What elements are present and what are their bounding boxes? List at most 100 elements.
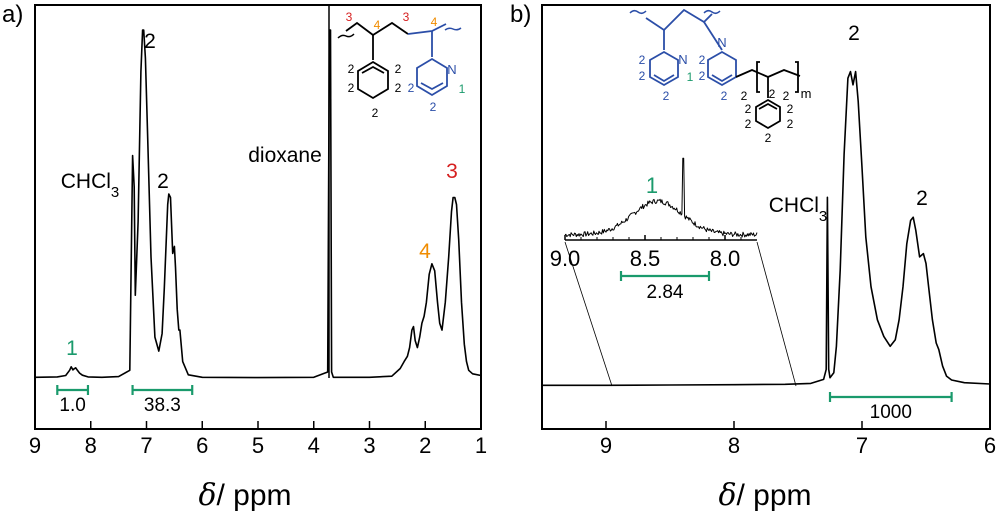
panel-a-frame [34, 4, 482, 430]
x-tick-label: 7 [140, 433, 152, 458]
x-tick-label: 5 [252, 433, 264, 458]
panel-b-structure: 2 2 2 2 2 N 1 N 2 2 2 2 m 2 2 2 2 2 [629, 8, 812, 145]
panel-a-x-axis-label: δ/ ppm [198, 478, 291, 513]
structure-label: 3 [403, 10, 410, 24]
panel-a-label: a) [2, 1, 23, 28]
x-tick-label: 6 [984, 433, 996, 458]
structure-label: 2 [663, 89, 670, 103]
panel-a-pyridyl-ring [416, 57, 448, 97]
panel-b-pyridyl-ring-right [707, 50, 737, 87]
structure-label: 2 [769, 87, 776, 101]
structure-label: 2 [372, 106, 379, 120]
peak-annotation: 1 [66, 337, 78, 360]
structure-label: 2 [639, 53, 646, 67]
peak-annotation: CHCl3 [769, 194, 828, 225]
structure-label: N [447, 62, 456, 77]
structure-label: 2 [787, 117, 794, 131]
structure-label: 1 [459, 82, 466, 96]
panel-b-inset: 9.0 8.5 8.0 1 2.84 [550, 157, 797, 387]
x-tick-label: 8 [728, 433, 740, 458]
inset-peak-label: 1 [646, 173, 658, 198]
panel-b-bracket-left [756, 61, 760, 93]
peak-annotation: 2 [848, 22, 860, 45]
inset-x-tick-label: 8.0 [710, 246, 741, 271]
structure-label: 2 [348, 62, 355, 76]
panel-a-phenyl-ring [357, 60, 389, 100]
panel-b-frame [541, 4, 991, 430]
inset-zoom-line-left [564, 241, 613, 387]
structure-label: 2 [787, 102, 794, 116]
panel-b-x-axis-unit: / ppm [737, 479, 812, 512]
panel-b-structure-backbone [645, 8, 713, 32]
panel-b-spectrum [542, 70, 991, 387]
panel-b-bracket-right [795, 61, 799, 93]
panel-b-pyridyl-double-right [711, 74, 733, 83]
panel-b-x-axis-label: δ/ ppm [718, 478, 811, 513]
panel-a-phenyl-double [361, 65, 385, 74]
x-tick-label: 4 [308, 433, 320, 458]
structure-label: N [717, 35, 726, 50]
panel-b-right-bond [703, 21, 723, 51]
inset-x-ticks: 9.0 8.5 8.0 [550, 235, 742, 271]
panel-b-chain-wave-left [629, 9, 647, 15]
panel-a-chain-wave-right [444, 27, 462, 31]
x-tick-label: 9 [600, 433, 612, 458]
panel-a-chain-wave-left [337, 33, 355, 39]
structure-label: 1 [687, 70, 694, 84]
structure-label: 2 [348, 81, 355, 95]
inset-integral: 2.84 [619, 271, 711, 303]
x-tick-label: 9 [29, 433, 41, 458]
peak-annotation: 3 [446, 160, 458, 183]
panel-a-annotations: 2 2 CHCl3 dioxane 1 4 3 [61, 30, 458, 360]
panel-a-structure-backbone-end [407, 23, 447, 35]
structure-label: 2 [395, 81, 402, 95]
structure-label: 2 [741, 89, 748, 103]
structure-label: 2 [699, 69, 706, 83]
inset-spectrum [564, 157, 758, 238]
peak-annotation: 4 [419, 240, 431, 263]
structure-label: 2 [721, 89, 728, 103]
structure-label: 2 [745, 117, 752, 131]
structure-label: 4 [374, 18, 381, 32]
peak-annotation: CHCl3 [61, 170, 120, 201]
peak-annotation: 2 [144, 30, 156, 53]
structure-label: 4 [431, 15, 438, 29]
panel-b-pyridyl-ring-left [649, 50, 679, 87]
peak-annotation: 2 [157, 170, 169, 193]
structure-label: 2 [639, 69, 646, 83]
integral-value: 1.0 [59, 395, 85, 416]
panel-b-phenyl-ring [755, 98, 781, 130]
integral-value: 1000 [870, 402, 912, 423]
panel-b-label: b) [510, 1, 531, 28]
panel-a-integrals: 1.0 38.3 [56, 385, 194, 416]
panel-a-spectrum [34, 29, 482, 379]
panel-b-x-axis-symbol: δ [718, 478, 736, 513]
inset-x-tick-label: 9.0 [550, 246, 581, 271]
panel-a-structure: 3 4 3 4 2 2 2 2 2 2 2 N 1 [337, 10, 466, 120]
panel-b-x-ticks: 9 8 7 6 [600, 421, 996, 458]
x-tick-label: 1 [475, 433, 487, 458]
x-tick-label: 6 [196, 433, 208, 458]
inset-integral-value: 2.84 [647, 282, 684, 303]
panel-b-chain-wave-right [703, 9, 721, 15]
panel-b-phenyl-double [758, 102, 778, 110]
structure-label: 2 [765, 131, 772, 145]
panel-b-polystyrene-chain [735, 69, 801, 78]
inset-zoom-line-right [756, 241, 797, 387]
x-tick-label: 8 [85, 433, 97, 458]
panel-a-x-axis-unit: / ppm [217, 479, 292, 512]
panel-a: a) 9 8 7 6 5 4 3 2 1 2 2 CHCl3 dioxane 1 4 3 1.0 38.3 δ… [2, 1, 487, 513]
structure-label: N [678, 52, 687, 67]
x-tick-label: 7 [856, 433, 868, 458]
integral-value: 38.3 [144, 395, 181, 416]
structure-label: 2 [783, 89, 790, 103]
structure-label: 2 [699, 53, 706, 67]
peak-annotation: dioxane [248, 144, 322, 167]
structure-label: 2 [745, 102, 752, 116]
panel-a-x-axis-symbol: δ [198, 478, 216, 513]
x-tick-label: 2 [419, 433, 431, 458]
structure-label: m [801, 86, 812, 101]
